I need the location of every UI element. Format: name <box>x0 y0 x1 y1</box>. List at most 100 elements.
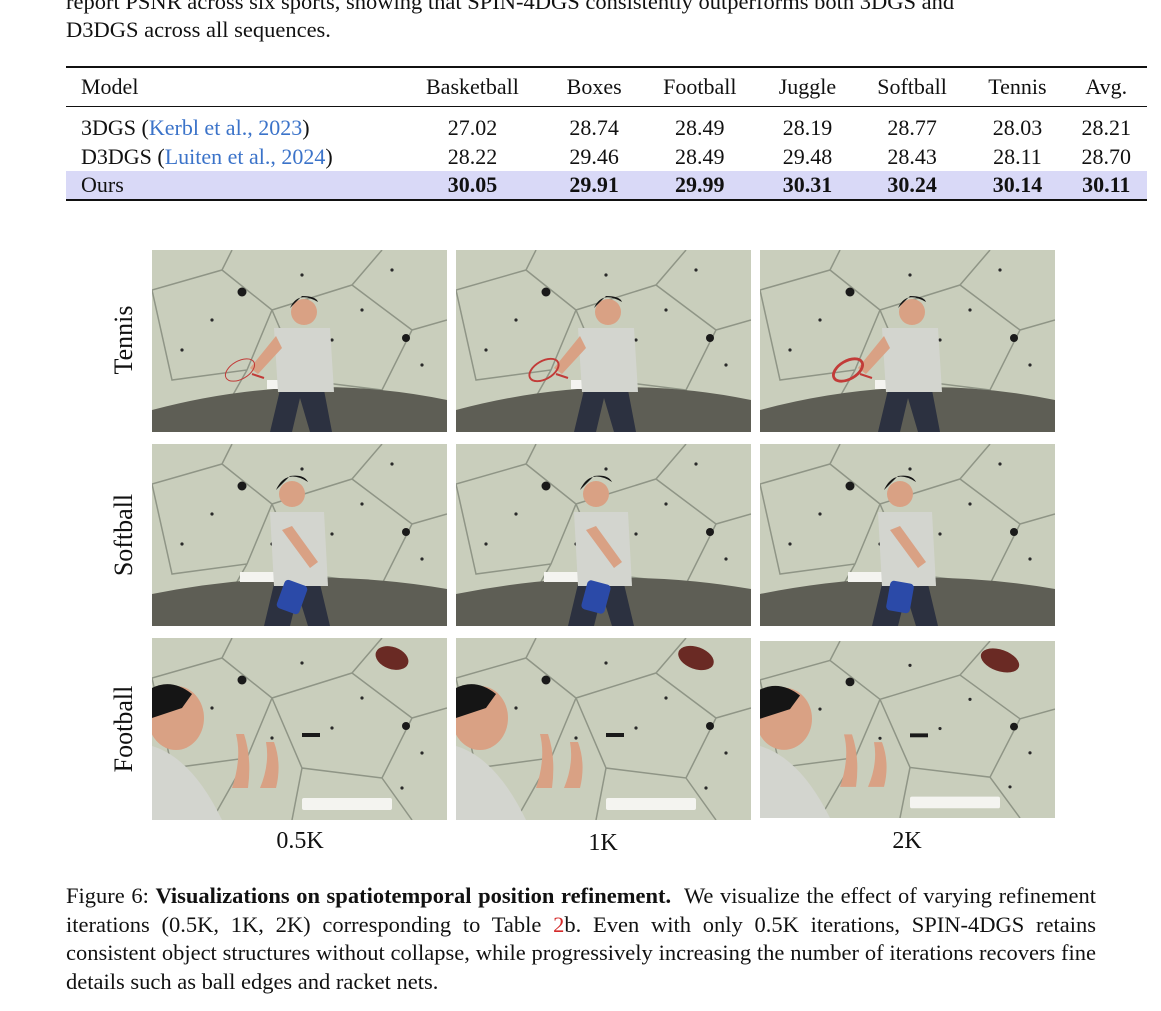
value-cell: 28.19 <box>782 115 833 140</box>
floor <box>760 387 1055 432</box>
football-0.5k-image <box>152 638 447 820</box>
face <box>899 299 925 325</box>
racket-handle <box>251 373 265 379</box>
wall-hole <box>237 675 247 685</box>
wall-dot <box>968 308 972 312</box>
wall-dot <box>788 348 792 352</box>
softball-1k-image <box>456 444 751 626</box>
softball-bat <box>581 580 611 614</box>
wall-dot <box>300 661 304 665</box>
table-row-ours: Ours 30.05 29.91 29.99 30.31 30.24 30.14… <box>66 171 1147 200</box>
wall-hole <box>237 287 247 297</box>
shirt <box>578 328 638 392</box>
wall-hole <box>402 722 410 730</box>
shirt <box>274 328 334 392</box>
wall-dot <box>1008 785 1012 789</box>
wall-dot <box>908 663 912 667</box>
scene-svg <box>760 641 1055 818</box>
football <box>678 645 714 671</box>
header-avg: Avg. <box>1065 67 1147 107</box>
citation-link[interactable]: Luiten et al., 2024 <box>164 144 326 169</box>
value-cell: 30.11 <box>1065 171 1147 200</box>
model-cell: Ours <box>66 171 396 200</box>
table-row: D3DGS (Luiten et al., 2024) 28.22 29.46 … <box>66 143 1147 171</box>
wall-hole <box>845 481 855 491</box>
value-cell: 30.14 <box>969 171 1066 200</box>
hair <box>594 296 622 308</box>
wall-dot <box>514 706 518 710</box>
jeans <box>574 390 636 432</box>
wall-hole <box>237 481 247 491</box>
panel-seams <box>456 638 751 820</box>
wall-dot <box>514 512 518 516</box>
wall-dot <box>724 557 728 561</box>
floor-light <box>606 798 696 810</box>
floor <box>152 387 447 432</box>
wall-dot <box>390 462 394 466</box>
value-cell: 28.43 <box>887 144 937 169</box>
softball-0.5k-image <box>152 444 447 626</box>
hair <box>456 684 496 718</box>
wall-hole <box>541 675 551 685</box>
col-label-2k: 2K <box>892 828 922 854</box>
wall-hole <box>845 677 855 687</box>
scene-svg <box>760 444 1055 626</box>
shirt <box>882 328 942 392</box>
table-row: 3DGS (Kerbl et al., 2023) 27.02 28.74 28… <box>66 107 1147 144</box>
floor <box>456 387 751 432</box>
value-cell: 30.05 <box>396 171 549 200</box>
arm <box>586 526 622 568</box>
wall-dot <box>330 532 334 536</box>
model-cell: 3DGS (Kerbl et al., 2023) <box>81 115 310 140</box>
value-cell: 30.24 <box>854 171 970 200</box>
wall-dot <box>634 338 638 342</box>
wall-dot <box>968 502 972 506</box>
header-tennis: Tennis <box>969 67 1066 107</box>
wall-dot <box>1028 557 1032 561</box>
floor-light <box>544 572 604 582</box>
wall-dot <box>724 751 728 755</box>
arm <box>858 336 890 374</box>
header-softball: Softball <box>854 67 970 107</box>
caption-text-2: b. Even with only 0.5K iterations, SPIN-… <box>66 911 1096 994</box>
left-hand <box>840 734 858 787</box>
wall-dot <box>360 696 364 700</box>
arm <box>890 526 926 568</box>
row-label-tennis: Tennis <box>109 305 138 375</box>
wall-bracket <box>910 733 928 738</box>
wall-dot <box>998 268 1002 272</box>
model-name: 3DGS <box>81 115 137 140</box>
wall-dot <box>180 348 184 352</box>
panel-seams <box>152 638 447 820</box>
hair <box>290 296 318 308</box>
wall-dot <box>908 273 912 277</box>
wall-dot <box>420 557 424 561</box>
floor-light <box>848 572 908 582</box>
citation-year: 2024 <box>281 144 326 169</box>
floor-light <box>302 798 392 810</box>
wall-dot <box>938 338 942 342</box>
softball-bat <box>276 579 308 615</box>
wall-dot <box>360 502 364 506</box>
hair <box>152 684 192 718</box>
citation-link[interactable]: Kerbl et al., 2023 <box>148 115 303 140</box>
softball-bat <box>886 580 914 614</box>
value-cell: 27.02 <box>447 115 498 140</box>
floor-light <box>910 796 1000 809</box>
wall-hole <box>706 528 714 536</box>
scene-svg <box>152 250 447 432</box>
wall-dot <box>210 512 214 516</box>
wall-dot <box>400 786 404 790</box>
value-cell: 29.46 <box>569 144 619 169</box>
header-basketball: Basketball <box>396 67 549 107</box>
value-cell: 28.77 <box>887 115 937 140</box>
scene-svg <box>760 250 1055 432</box>
face <box>279 481 305 507</box>
wall-dot <box>270 736 274 740</box>
scene-svg <box>152 638 447 820</box>
table-reference-link[interactable]: 2 <box>553 911 565 937</box>
football <box>375 646 409 670</box>
wall-dot <box>420 751 424 755</box>
wall-hole <box>706 722 714 730</box>
caption-text-1: We visualize the effect of varying refin… <box>66 883 1097 937</box>
